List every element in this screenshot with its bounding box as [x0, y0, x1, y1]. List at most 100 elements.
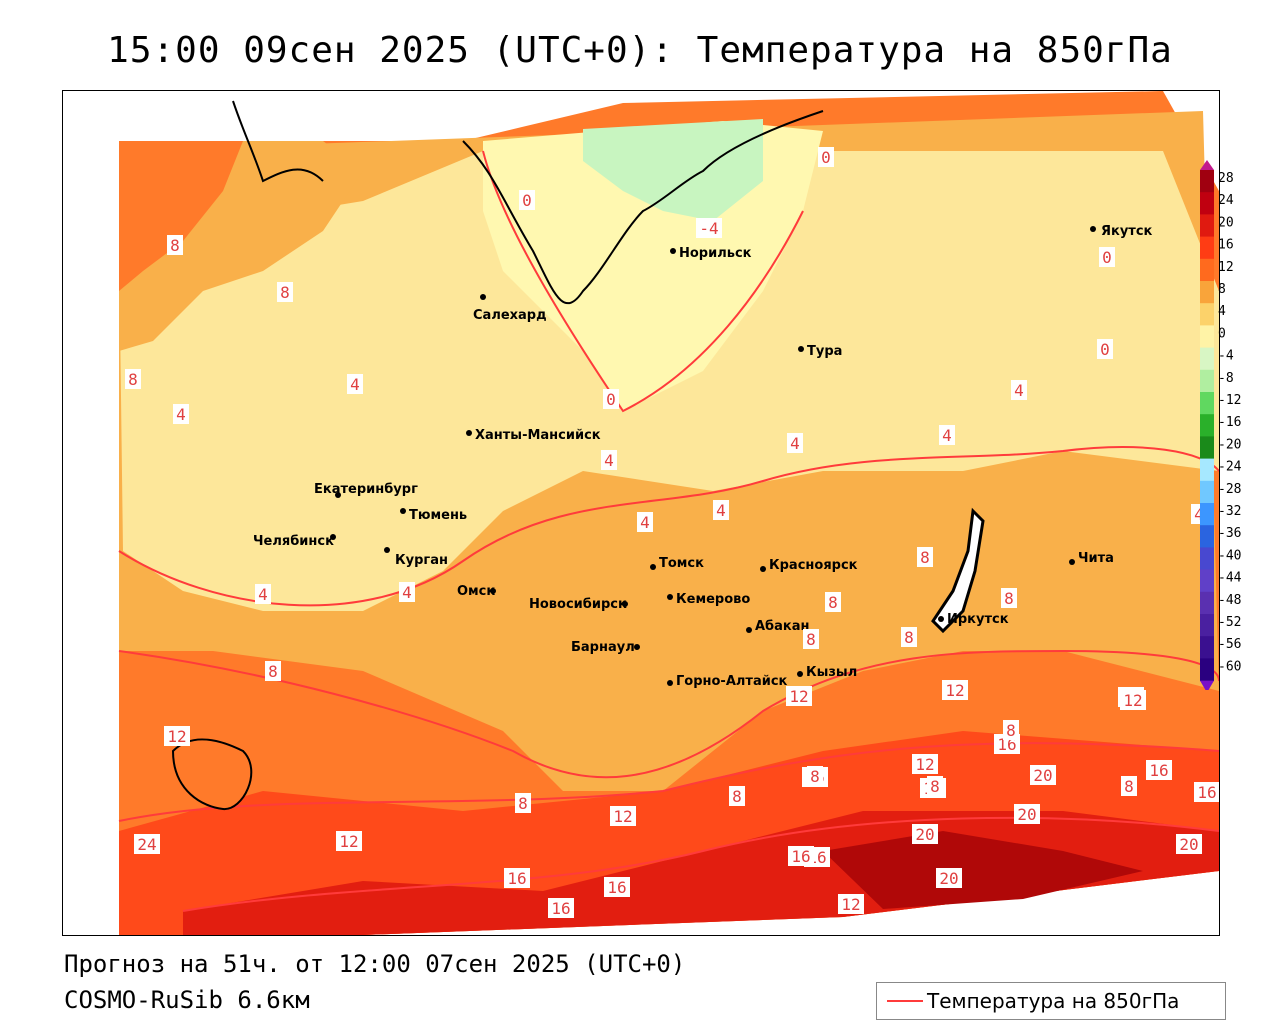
- scale-tick-label: -56: [1218, 637, 1241, 652]
- scale-tick-label: -52: [1218, 615, 1241, 630]
- isotherm-label: 8: [268, 662, 278, 681]
- isotherm-label: 4: [350, 375, 360, 394]
- city-marker: [480, 294, 486, 300]
- scale-swatch: [1200, 658, 1214, 682]
- isotherm-label-bg: [610, 806, 636, 826]
- isotherm-line: [482, 150, 804, 413]
- city-marker: [650, 564, 656, 570]
- isotherm-label: 16: [1197, 783, 1216, 802]
- scale-tick-label: -8: [1218, 371, 1234, 386]
- city-label-12: Кемерово: [676, 592, 750, 607]
- isotherm-label-bg: [912, 824, 938, 844]
- chart-title: 15:00 09сен 2025 (UTC+0): Температура на…: [107, 30, 1173, 71]
- city-label-6: Тюмень: [409, 508, 467, 523]
- scale-tick-label: 12: [1218, 260, 1234, 275]
- scale-swatch: [1200, 636, 1214, 659]
- scale-tick-label: -16: [1218, 415, 1241, 430]
- city-marker: [938, 616, 944, 622]
- scale-swatch: [1200, 281, 1214, 304]
- isotherm-line: [118, 649, 1219, 779]
- legend: Температура на 850гПа: [876, 982, 1226, 1020]
- isotherm-label: 20: [1017, 805, 1036, 824]
- city-marker: [1069, 559, 1075, 565]
- caspian-sea: [171, 738, 253, 811]
- isotherm-label-bg: [1014, 804, 1040, 824]
- city-label-11: Томск: [659, 556, 704, 571]
- isotherm-label: 8: [828, 593, 838, 612]
- isotherm-label: 0: [1100, 340, 1110, 359]
- isotherm-line: [118, 446, 1219, 607]
- isotherm-label-bg: [912, 754, 938, 774]
- forecast-info: Прогноз на 51ч. от 12:00 07сен 2025 (UTC…: [64, 950, 686, 978]
- isotherm-label: 0: [1102, 248, 1112, 267]
- isotherm-label: 16: [607, 878, 626, 897]
- isotherm-label-bg: [265, 661, 281, 681]
- isotherm-line: [182, 816, 1219, 912]
- city-label-3: Тура: [807, 344, 842, 359]
- isotherm-label: 12: [613, 807, 632, 826]
- isotherm-label: 20: [915, 825, 934, 844]
- scale-swatch: [1200, 614, 1214, 637]
- isotherm-label-bg: [917, 547, 933, 567]
- city-label-14: Барнаул: [571, 640, 635, 655]
- isotherm-label: 8: [930, 777, 940, 796]
- isotherm-label: 20: [1033, 766, 1052, 785]
- isotherm-label: 4: [604, 451, 614, 470]
- city-label-19: Горно-Алтайск: [676, 674, 788, 689]
- city-label-5: Екатеринбург: [314, 482, 418, 497]
- isotherm-label-bg: [927, 776, 943, 796]
- city-marker: [490, 588, 496, 594]
- isotherm-label-bg: [729, 786, 745, 806]
- isotherm-label: 12: [945, 681, 964, 700]
- zone-24: [823, 831, 1143, 909]
- isotherm-label-bg: [519, 190, 535, 210]
- city-label-2: Салехард: [473, 308, 547, 323]
- scale-tick-label: -48: [1218, 593, 1241, 608]
- city-marker: [760, 566, 766, 572]
- isotherm-label-bg: [336, 831, 362, 851]
- isotherm-label: 8: [806, 630, 816, 649]
- isotherm-label-bg: [936, 868, 962, 888]
- isotherm-label-bg: [807, 766, 823, 786]
- scale-swatch: [1200, 569, 1214, 593]
- isotherm-label: 4: [790, 434, 800, 453]
- isotherm-label: 8: [732, 787, 742, 806]
- isotherm-label-bg: [713, 500, 729, 520]
- isotherm-label-bg: [601, 450, 617, 470]
- scale-tick-label: -36: [1218, 526, 1241, 541]
- isotherm-label: 4: [640, 513, 650, 532]
- temperature-map: Якутск Норильск Салехард Тура Ханты-Мансийск…: [62, 90, 1220, 936]
- isotherm-label: 12: [841, 895, 860, 914]
- model-info: COSMO-RuSib 6.6км: [64, 986, 310, 1014]
- isotherm-label-bg: [255, 584, 271, 604]
- city-label-7: Челябинск: [253, 534, 334, 549]
- city-marker: [798, 346, 804, 352]
- isotherm-label-bg: [803, 629, 819, 649]
- isotherm-label-bg: [603, 389, 619, 409]
- city-marker: [667, 680, 673, 686]
- city-marker: [746, 627, 752, 633]
- city-label-18: Кызыл: [806, 665, 857, 680]
- scale-swatch: [1200, 547, 1214, 571]
- city-label-1: Норильск: [679, 246, 752, 261]
- scale-tick-label: -4: [1218, 349, 1234, 364]
- isotherm-label: 4: [1194, 505, 1204, 524]
- scale-tick-label: 0: [1218, 326, 1226, 341]
- isotherm-label-bg: [838, 894, 864, 914]
- isotherm-label-bg: [787, 433, 803, 453]
- isotherm-label-bg: [1146, 760, 1172, 780]
- isotherm-label: 16: [1149, 761, 1168, 780]
- scale-swatch: [1200, 525, 1214, 548]
- isotherm-label: 4: [402, 583, 412, 602]
- isotherm-label-bg: [604, 877, 630, 897]
- isotherm-label-bg: [901, 627, 917, 647]
- isotherm-label-bg: [134, 834, 160, 854]
- isotherm-label-bg: [347, 374, 363, 394]
- city-label-13: Красноярск: [769, 558, 858, 573]
- scale-swatch: [1200, 480, 1214, 504]
- isotherm-label: 0: [821, 148, 831, 167]
- scale-swatch: [1200, 369, 1214, 393]
- scale-arrow-up: [1200, 160, 1214, 170]
- isotherm-label-bg: [1120, 690, 1146, 710]
- isotherm-label: 4: [176, 405, 186, 424]
